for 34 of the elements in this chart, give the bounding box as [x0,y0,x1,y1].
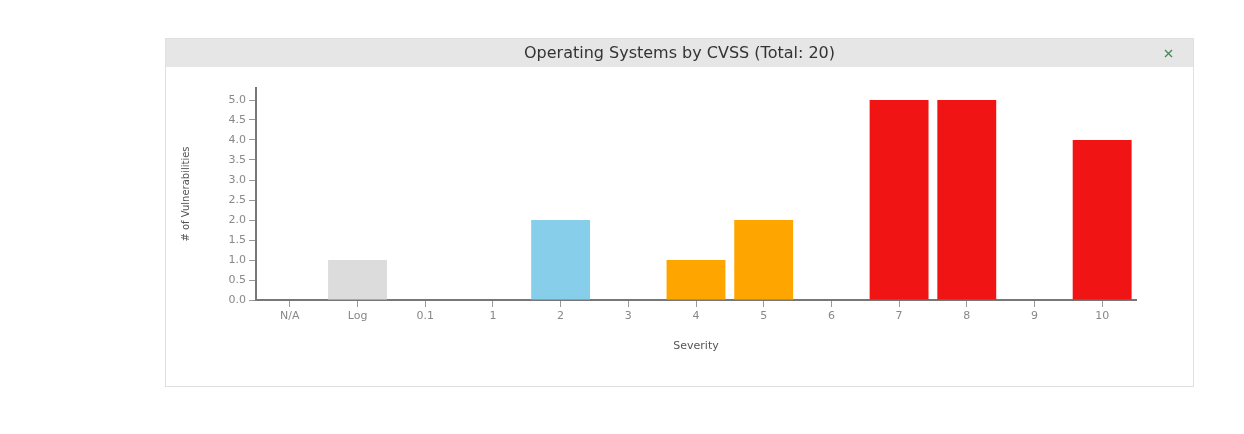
y-tick-label: 1.5 [228,232,246,246]
y-tick-label: 3.5 [228,152,246,166]
x-axis-title: Severity [673,339,720,353]
y-axis-title: # of Vulnerabilities [179,146,191,242]
y-tick-label: 4.0 [228,132,246,146]
y-tick-label: 2.5 [228,192,246,206]
x-tick-label: N/A [280,309,301,323]
bar [328,260,387,300]
bar [734,220,794,300]
x-tick-label: 8 [963,309,971,323]
y-tick-label: 1.0 [228,252,246,266]
y-tick-label: 0.5 [228,272,246,286]
x-tick-label: 0.1 [416,309,434,323]
y-tick-label: 2.0 [228,212,246,226]
chart-title: Operating Systems by CVSS (Total: 20) [523,43,836,62]
x-tick-label: 10 [1095,309,1110,323]
bar [531,220,591,300]
bar [1072,140,1132,300]
x-tick-label: 6 [827,309,835,323]
x-tick-label: 7 [895,309,903,323]
x-tick-label: 4 [692,309,700,323]
x-tick-label: 2 [557,309,565,323]
bar [869,100,929,300]
x-tick-label: 3 [624,309,632,323]
y-tick-label: 0.0 [228,292,246,306]
bar [666,260,726,300]
x-tick-label: 5 [760,309,768,323]
y-tick-label: 3.0 [228,172,246,186]
x-tick-label: 9 [1030,309,1038,323]
x-tick-label: Log [347,309,368,323]
y-tick-label: 4.5 [228,112,246,126]
x-tick-label: 1 [489,309,497,323]
bar [937,100,997,300]
y-tick-label: 5.0 [228,92,246,106]
